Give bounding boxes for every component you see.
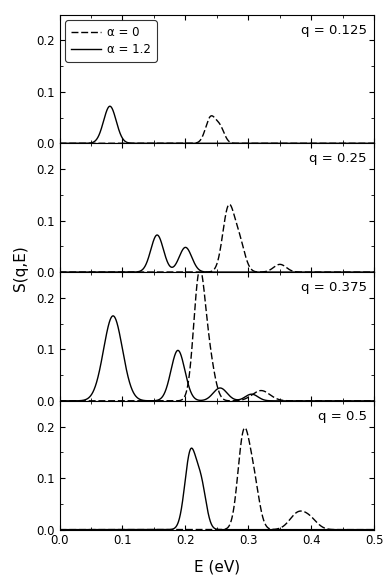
Legend: α = 0, α = 1.2: α = 0, α = 1.2 bbox=[65, 20, 157, 62]
Text: q = 0.125: q = 0.125 bbox=[301, 23, 366, 37]
Text: q = 0.5: q = 0.5 bbox=[318, 410, 366, 423]
Text: E (eV): E (eV) bbox=[194, 560, 240, 575]
Text: q = 0.25: q = 0.25 bbox=[309, 152, 366, 165]
Text: q = 0.375: q = 0.375 bbox=[301, 281, 366, 294]
Text: S(q,E): S(q,E) bbox=[13, 245, 28, 290]
